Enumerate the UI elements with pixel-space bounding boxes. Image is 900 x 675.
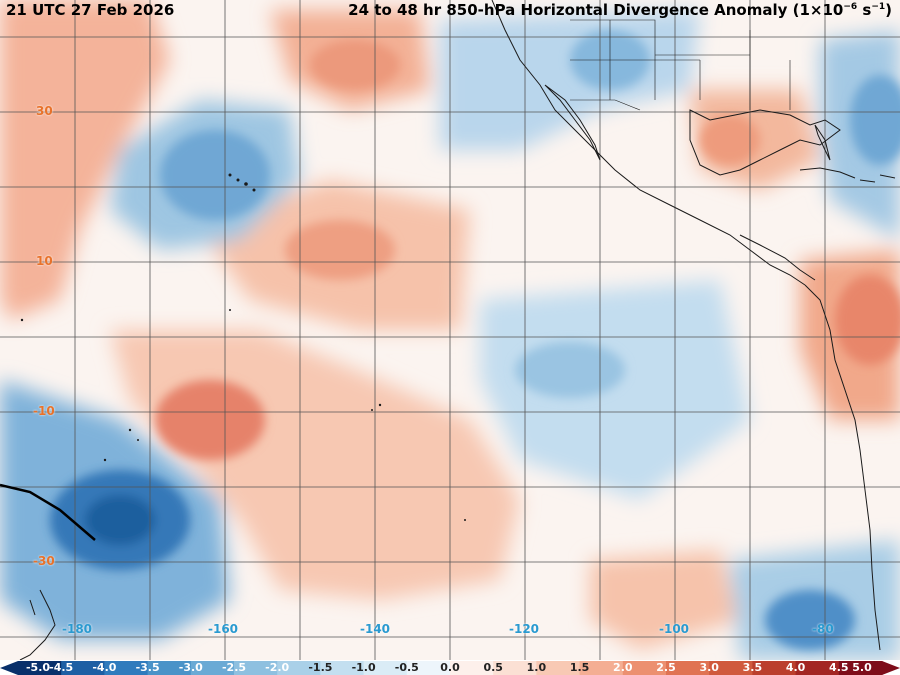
colorbar: -5.0 -4.5 -4.0 -3.5 -3.0 -2.5 -2.0 -1.5 -1.0 -0.5…	[0, 661, 900, 675]
positive-anomaly-west	[0, 0, 170, 320]
colorbar-extend-high	[882, 661, 900, 675]
units-mid: s	[857, 1, 872, 19]
valid-time-title: 21 UTC 27 Feb 2026	[6, 1, 175, 19]
new-zealand	[19, 589, 56, 660]
colorbar-segment	[277, 661, 321, 675]
south-america-coast	[804, 284, 881, 651]
colorbar-segment	[493, 661, 537, 675]
latitude-label: -30	[33, 554, 55, 568]
colorbar-segment	[536, 661, 581, 675]
colorbar-tick-label: -2.0	[265, 661, 290, 674]
units-base: (1×10	[792, 1, 844, 19]
longitude-label: -80	[812, 622, 834, 636]
coastlines	[19, 0, 896, 660]
colorbar-tick-label: 1.0	[526, 661, 547, 674]
colorbar-tick-label: 1.5	[569, 661, 590, 674]
colorbar-segment	[104, 661, 149, 675]
positive-core-central	[285, 220, 395, 280]
colorbar-tick-label: -4.0	[92, 661, 117, 674]
colorbar-tick-label: 0.5	[483, 661, 503, 674]
divergence-anomaly-map	[0, 0, 900, 660]
colorbar-tick-label: 4.0	[785, 661, 806, 674]
colorbar-gradient	[0, 661, 900, 675]
colorbar-segment	[363, 661, 408, 675]
baja-california	[544, 84, 601, 161]
colorbar-tick-label: 3.5	[742, 661, 763, 674]
negative-anomaly-east-pacific	[480, 280, 750, 500]
negative-core-southeast	[765, 590, 855, 650]
colorbar-tick-label: 2.5	[656, 661, 676, 674]
storm-track-line	[0, 483, 96, 541]
units-exponent: −6	[843, 2, 858, 12]
colorbar-tick-label: -3.0	[178, 661, 203, 674]
positive-core-north	[310, 40, 400, 90]
colorbar-segment	[795, 661, 840, 675]
colorbar-segment	[234, 661, 278, 675]
colorbar-tick-label: -1.0	[351, 661, 376, 674]
longitude-label: -120	[509, 622, 540, 636]
latitude-label: 10	[36, 254, 53, 268]
colorbar-segment	[838, 661, 883, 675]
longitude-label: -160	[208, 622, 239, 636]
state-borders	[570, 19, 791, 111]
colorbar-tick-label: 5.0	[852, 661, 872, 674]
colorbar-tick-label: 4.5	[829, 661, 849, 674]
colorbar-tick-label: 0.0	[440, 661, 460, 674]
lat-lon-grid	[0, 0, 900, 660]
product-title-text: 24 to 48 hr 850-hPa Horizontal Divergenc…	[348, 1, 788, 19]
colorbar-tick-label: -0.5	[394, 661, 419, 674]
positive-core-pacific	[155, 380, 265, 460]
colorbar-segment	[579, 661, 624, 675]
colorbar-segment	[320, 661, 365, 675]
north-america-coast	[491, 0, 806, 286]
colorbar-extend-low	[0, 661, 18, 675]
latitude-label: -10	[33, 404, 55, 418]
colorbar-segment	[752, 661, 797, 675]
colorbar-segment	[406, 661, 451, 675]
colorbar-segment	[709, 661, 753, 675]
colorbar-segment	[190, 661, 235, 675]
pacific-islands	[20, 173, 466, 521]
positive-core-gulf	[700, 115, 760, 165]
negative-core-south-deep	[85, 495, 155, 545]
colorbar-segment	[450, 661, 494, 675]
colorbar-segment	[666, 661, 710, 675]
positive-core-south-america	[835, 275, 900, 365]
colorbar-segment	[622, 661, 667, 675]
units-exponent-2: −1	[871, 2, 886, 12]
colorbar-tick-label: 3.0	[699, 661, 719, 674]
longitude-label: -180	[62, 622, 93, 636]
product-title: 24 to 48 hr 850-hPa Horizontal Divergenc…	[348, 1, 892, 19]
colorbar-segment	[61, 661, 105, 675]
colorbar-tick-label: 2.0	[613, 661, 633, 674]
colorbar-tick-label: -4.5	[49, 661, 74, 674]
florida	[814, 124, 831, 161]
colorbar-tick-label: -2.5	[221, 661, 247, 674]
central-america	[739, 234, 816, 281]
negative-core-northeast	[850, 75, 900, 165]
negative-core-east-pacific	[515, 342, 625, 398]
caribbean-islands	[799, 167, 896, 183]
colorbar-segment	[18, 661, 62, 675]
anomaly-core-layer	[50, 30, 900, 650]
latitude-label: 30	[36, 104, 53, 118]
gulf-of-mexico-coast	[689, 109, 841, 176]
negative-core-hawaii	[160, 130, 270, 220]
colorbar-segment	[147, 661, 192, 675]
colorbar-tick-label: -3.5	[135, 661, 160, 674]
colorbar-tick-label: -5.0	[25, 661, 51, 674]
positive-anomaly-southeast	[590, 550, 740, 650]
colorbar-tick-label: -1.5	[308, 661, 333, 674]
units-close: )	[885, 1, 892, 19]
longitude-label: -140	[360, 622, 391, 636]
longitude-label: -100	[659, 622, 690, 636]
